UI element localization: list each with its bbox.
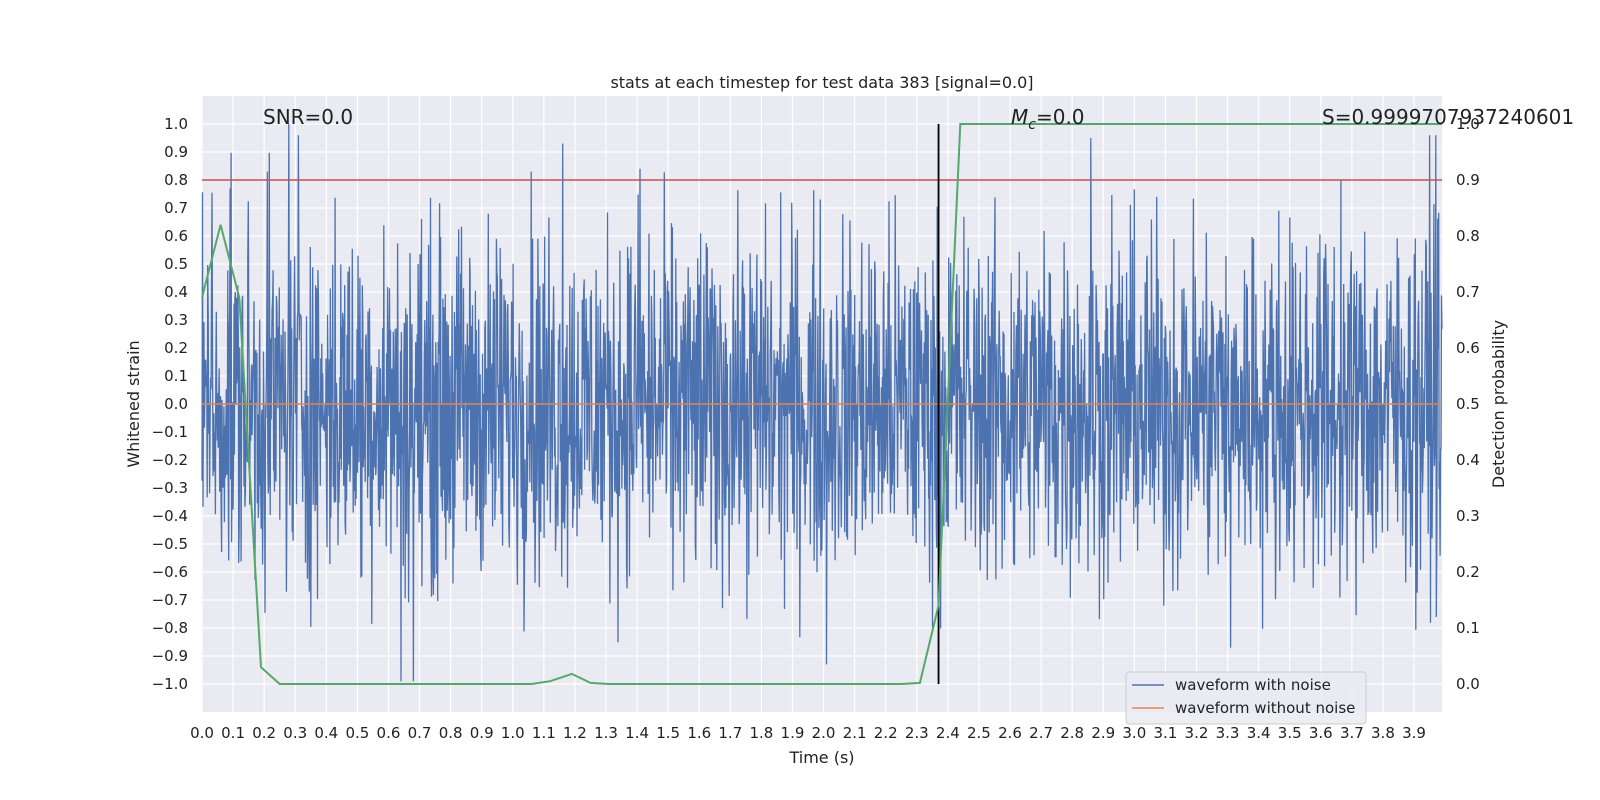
snr-annotation: SNR=0.0 bbox=[263, 105, 353, 129]
chirp-mass-subscript: c bbox=[1028, 117, 1036, 133]
y-tick-label: −0.1 bbox=[152, 423, 188, 441]
tick-labels: 0.0 0.1 0.2 0.3 0.4 0.5 0.6 0.7 0.8 0.9 1.0 1.1 1.2 1… bbox=[152, 115, 1480, 742]
x-tick-label: 3.7 bbox=[1340, 724, 1364, 742]
x-tick-label: 2.3 bbox=[905, 724, 929, 742]
y-tick-label: 0.0 bbox=[164, 395, 188, 413]
y-tick-label: 0.1 bbox=[164, 367, 188, 385]
y-tick-label: −0.9 bbox=[152, 647, 188, 665]
x-tick-label: 0.4 bbox=[314, 724, 338, 742]
y-tick-label: 0.6 bbox=[164, 227, 188, 245]
x-tick-label: 1.8 bbox=[749, 724, 773, 742]
x-tick-label: 3.4 bbox=[1247, 724, 1271, 742]
detection-probability-line bbox=[201, 123, 1442, 685]
x-tick-label: 0.3 bbox=[283, 724, 307, 742]
x-tick-label: 1.2 bbox=[563, 724, 587, 742]
x-tick-label: 2.0 bbox=[812, 724, 836, 742]
x-tick-label: 1.5 bbox=[656, 724, 680, 742]
x-tick-label: 0.1 bbox=[221, 724, 245, 742]
y-tick-label: −0.4 bbox=[152, 507, 188, 525]
x-tick-label: 1.3 bbox=[594, 724, 618, 742]
x-tick-label: 2.4 bbox=[936, 724, 960, 742]
x-tick-label: 0.0 bbox=[190, 724, 214, 742]
y-right-tick-label: 0.5 bbox=[1456, 395, 1480, 413]
x-tick-label: 3.6 bbox=[1309, 724, 1333, 742]
x-tick-label: 3.9 bbox=[1402, 724, 1426, 742]
y-right-tick-label: 0.4 bbox=[1456, 451, 1480, 469]
y-right-tick-label: 0.0 bbox=[1456, 675, 1480, 693]
x-tick-label: 0.8 bbox=[439, 724, 463, 742]
x-tick-label: 1.9 bbox=[781, 724, 805, 742]
x-tick-label: 0.7 bbox=[408, 724, 432, 742]
legend-label-waveform-without-noise: waveform without noise bbox=[1175, 699, 1355, 717]
x-tick-label: 0.5 bbox=[345, 724, 369, 742]
y-tick-label: −0.6 bbox=[152, 563, 188, 581]
x-tick-label: 3.8 bbox=[1371, 724, 1395, 742]
x-tick-label: 1.7 bbox=[718, 724, 742, 742]
x-tick-label: 3.3 bbox=[1216, 724, 1240, 742]
y-tick-label: 0.3 bbox=[164, 311, 188, 329]
chirp-mass-value: =0.0 bbox=[1036, 105, 1085, 129]
x-tick-label: 0.2 bbox=[252, 724, 276, 742]
y-tick-label: 1.0 bbox=[164, 115, 188, 133]
legend-box bbox=[1125, 671, 1367, 725]
y-tick-label: −0.2 bbox=[152, 451, 188, 469]
x-tick-label: 2.2 bbox=[874, 724, 898, 742]
y-right-tick-label: 0.9 bbox=[1456, 171, 1480, 189]
y-tick-label: −0.8 bbox=[152, 619, 188, 637]
waveform-with-noise-line bbox=[201, 123, 1443, 682]
x-tick-label: 1.0 bbox=[501, 724, 525, 742]
y-tick-label: 0.8 bbox=[164, 171, 188, 189]
y-tick-label: 0.2 bbox=[164, 339, 188, 357]
y-axis-right-label: Detection probability bbox=[1489, 320, 1508, 488]
y-right-tick-label: 0.3 bbox=[1456, 507, 1480, 525]
x-tick-label: 1.1 bbox=[532, 724, 556, 742]
legend-label-waveform-with-noise: waveform with noise bbox=[1175, 676, 1331, 694]
y-tick-label: −0.3 bbox=[152, 479, 188, 497]
y-tick-label: 0.7 bbox=[164, 199, 188, 217]
x-tick-label: 2.9 bbox=[1091, 724, 1115, 742]
chirp-mass-symbol: M bbox=[1011, 105, 1028, 129]
y-tick-label: 0.9 bbox=[164, 143, 188, 161]
y-right-tick-label: 0.2 bbox=[1456, 563, 1480, 581]
y-right-tick-label: 0.6 bbox=[1456, 339, 1480, 357]
x-tick-label: 2.6 bbox=[998, 724, 1022, 742]
x-tick-label: 1.6 bbox=[687, 724, 711, 742]
x-tick-label: 3.5 bbox=[1278, 724, 1302, 742]
x-tick-label: 3.0 bbox=[1122, 724, 1146, 742]
x-tick-label: 3.2 bbox=[1185, 724, 1209, 742]
score-annotation: S=0.9999707937240601 bbox=[1322, 105, 1574, 129]
x-tick-label: 2.5 bbox=[967, 724, 991, 742]
y-tick-label: −0.5 bbox=[152, 535, 188, 553]
y-right-tick-label: 0.1 bbox=[1456, 619, 1480, 637]
y-right-tick-label: 0.8 bbox=[1456, 227, 1480, 245]
x-tick-label: 3.1 bbox=[1153, 724, 1177, 742]
y-right-tick-label: 1.0 bbox=[1456, 115, 1480, 133]
x-tick-label: 2.7 bbox=[1029, 724, 1053, 742]
y-tick-label: 0.5 bbox=[164, 255, 188, 273]
y-right-tick-label: 0.7 bbox=[1456, 283, 1480, 301]
y-tick-label: −0.7 bbox=[152, 591, 188, 609]
x-axis-label: Time (s) bbox=[788, 748, 854, 767]
x-tick-label: 2.8 bbox=[1060, 724, 1084, 742]
x-tick-label: 1.4 bbox=[625, 724, 649, 742]
x-tick-label: 2.1 bbox=[843, 724, 867, 742]
chart-title: stats at each timestep for test data 383… bbox=[610, 73, 1033, 92]
series-layer bbox=[201, 123, 1443, 685]
legend: waveform with noise waveform without noi… bbox=[1125, 671, 1367, 725]
y-axis-label: Whitened strain bbox=[124, 340, 143, 467]
x-tick-label: 0.9 bbox=[470, 724, 494, 742]
y-tick-label: 0.4 bbox=[164, 283, 188, 301]
x-tick-label: 0.6 bbox=[377, 724, 401, 742]
y-tick-label: −1.0 bbox=[152, 675, 188, 693]
chirp-mass-annotation: Mc=0.0 bbox=[1011, 105, 1085, 133]
